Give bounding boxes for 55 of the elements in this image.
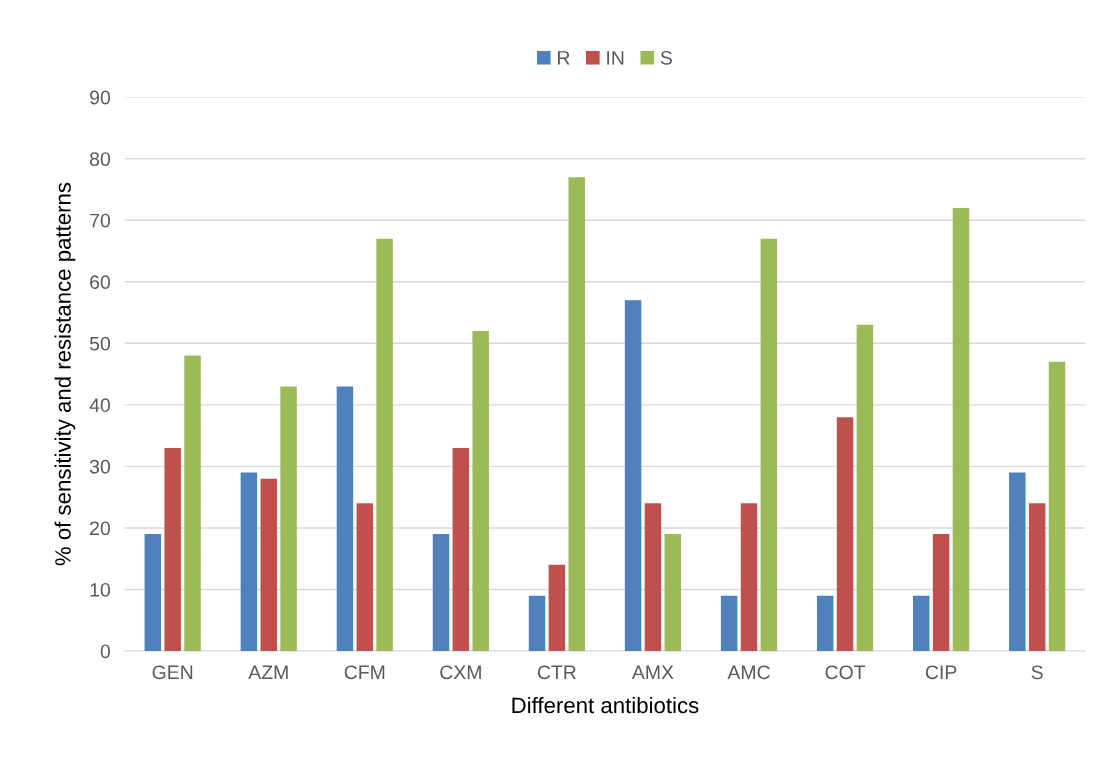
x-tick-label: CTR — [537, 665, 576, 680]
bar — [432, 534, 450, 652]
y-tick-label: 30 — [89, 459, 111, 474]
bar — [1028, 503, 1046, 652]
x-tick-label: GEN — [152, 665, 193, 680]
y-tick-label: 90 — [90, 90, 111, 105]
y-axis-title: % of sensitivity and resistance patterns — [54, 182, 76, 566]
y-tick-label: 0 — [100, 644, 111, 659]
y-tick-label: 60 — [90, 275, 111, 290]
y-tick-label: 50 — [89, 336, 111, 351]
x-tick-label: S — [1031, 665, 1043, 680]
x-tick-label: CFM — [344, 665, 385, 680]
bar — [952, 207, 970, 652]
bar — [760, 238, 778, 652]
y-tick-label: 80 — [89, 152, 111, 166]
bar — [720, 595, 738, 652]
bar — [1048, 361, 1066, 652]
bar — [144, 534, 162, 652]
bar — [376, 238, 393, 652]
bar — [624, 300, 642, 652]
bar — [568, 177, 585, 652]
x-tick-label: COT — [825, 665, 866, 680]
x-axis-title: Different antibiotics — [512, 696, 699, 714]
bar — [472, 331, 489, 652]
y-tick-label: 10 — [90, 582, 111, 597]
bar — [548, 564, 566, 652]
bar — [452, 447, 470, 652]
x-tick-label: CXM — [440, 665, 481, 680]
y-tick-label: 20 — [90, 521, 111, 536]
bar — [260, 478, 277, 652]
bar — [644, 503, 662, 652]
legend-label: S — [660, 50, 672, 65]
bar — [740, 503, 758, 652]
bar — [164, 447, 181, 652]
bar — [184, 355, 201, 652]
bar — [528, 595, 546, 652]
bar — [356, 503, 374, 652]
y-tick-label: 40 — [89, 398, 111, 413]
legend-label: R — [558, 51, 570, 65]
bar — [932, 534, 950, 652]
bar — [336, 386, 354, 652]
y-tick-label: 70 — [90, 213, 111, 228]
legend-label: IN — [607, 51, 624, 65]
x-tick-label: AZM — [248, 665, 288, 679]
bar — [913, 595, 930, 652]
x-tick-label: CIP — [925, 665, 957, 680]
x-tick-label: AMC — [727, 665, 770, 680]
bar — [836, 417, 854, 652]
bar — [280, 386, 297, 652]
bar — [240, 472, 258, 652]
bar — [856, 324, 874, 652]
bar — [1009, 472, 1026, 652]
bar — [664, 534, 682, 652]
x-tick-label: AMX — [631, 665, 674, 679]
bar — [816, 595, 834, 652]
